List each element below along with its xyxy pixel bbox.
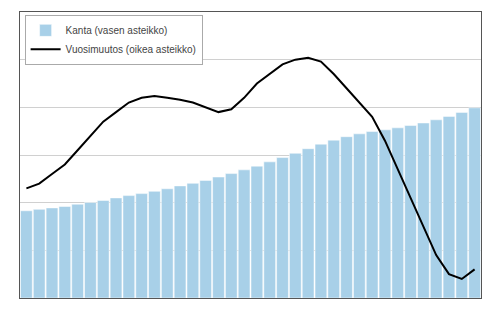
svg-text:Vuosimuutos (oikea asteikko): Vuosimuutos (oikea asteikko) <box>66 44 196 55</box>
svg-text:Kanta (vasen asteikko): Kanta (vasen asteikko) <box>66 25 168 36</box>
